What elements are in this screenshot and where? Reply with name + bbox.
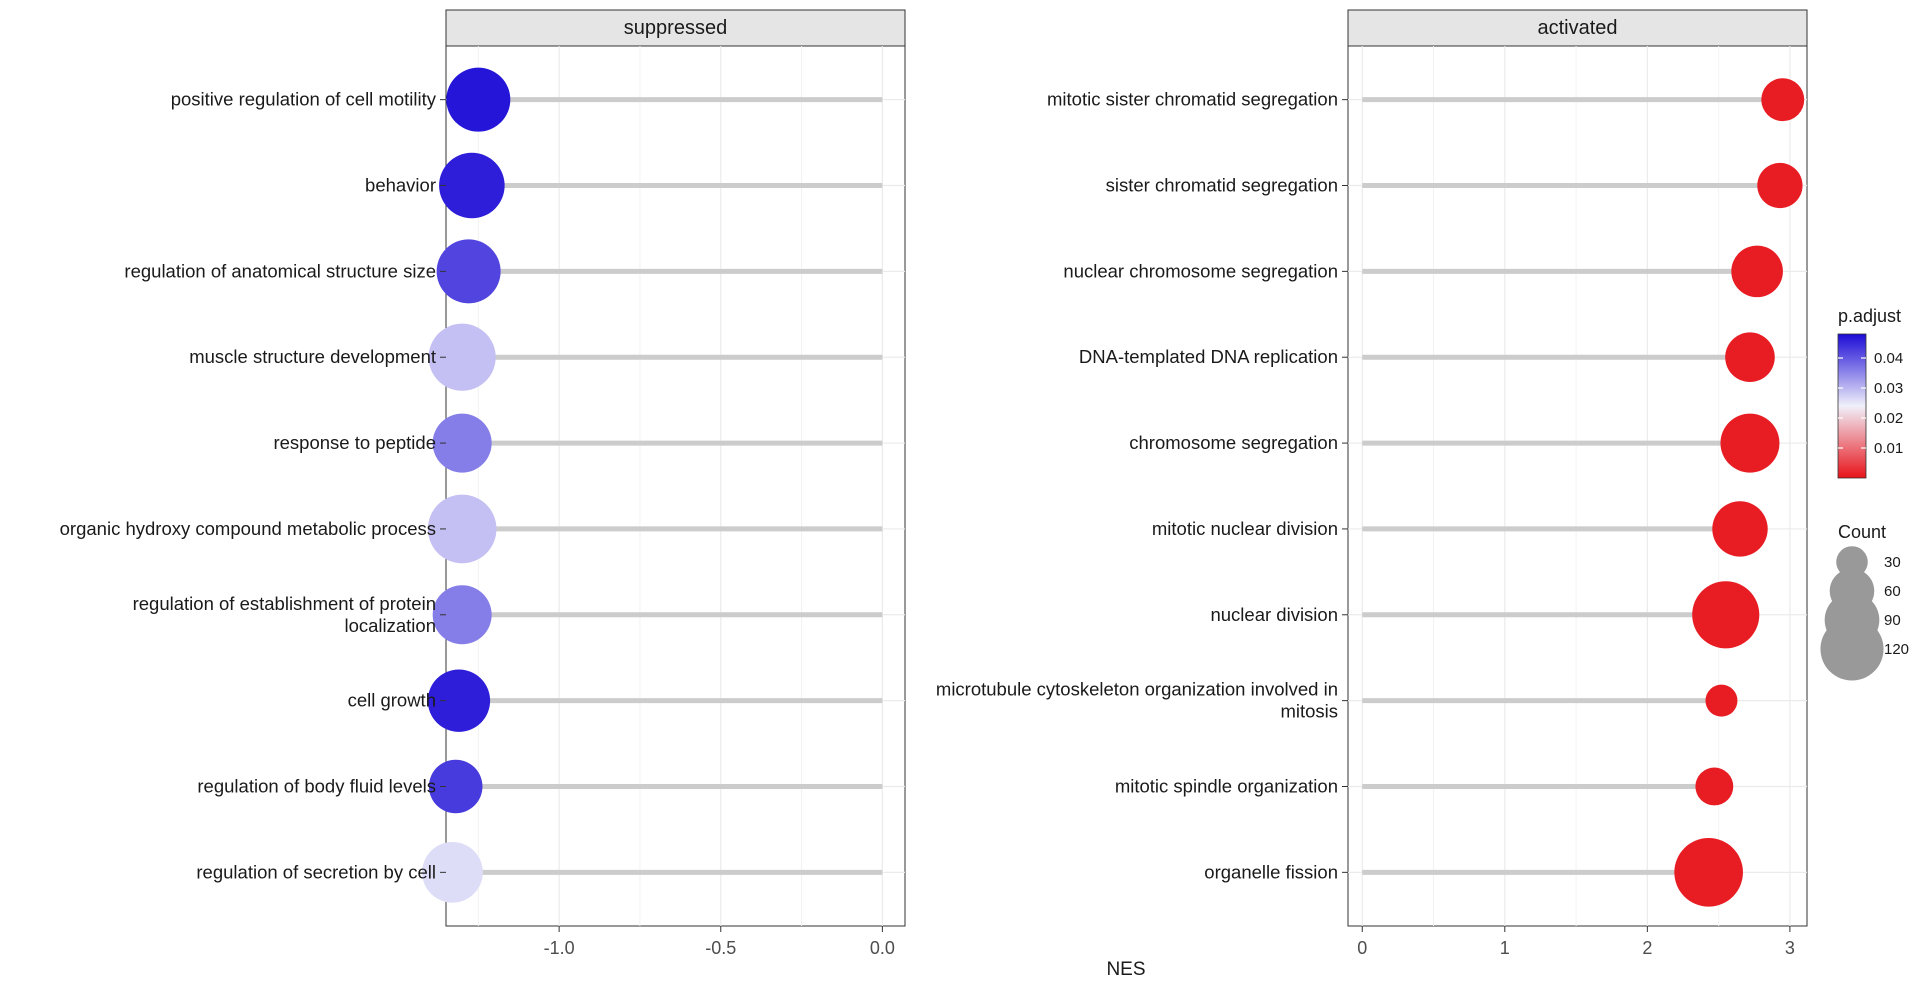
count-legend: Count 30 60 90 120 — [1820, 522, 1909, 681]
lollipop-dot — [427, 494, 497, 564]
term-label: response to peptide — [273, 432, 436, 453]
lollipop-dot — [428, 323, 496, 391]
term-label: cell growth — [348, 690, 436, 711]
term-label: regulation of body fluid levels — [197, 775, 436, 796]
p-adjust-legend: p.adjust 0.04 0.03 0.02 0.01 — [1837, 306, 1903, 479]
x-tick-label: 0 — [1357, 938, 1367, 958]
term-label: mitotic sister chromatid segregation — [1047, 89, 1338, 110]
term-label: chromosome segregation — [1129, 432, 1338, 453]
lollipop-dot — [1757, 162, 1803, 209]
colorbar-tick-label: 0.01 — [1874, 440, 1903, 457]
lollipop-dot — [1761, 78, 1805, 122]
term-label: organic hydroxy compound metabolic proce… — [60, 518, 436, 539]
count-legend-label: 120 — [1884, 641, 1909, 658]
term-label: positive regulation of cell motility — [171, 89, 437, 110]
lollipop-stems — [452, 97, 883, 875]
count-legend-title: Count — [1838, 522, 1886, 542]
term-label: regulation of anatomical structure size — [124, 260, 436, 281]
x-axis: 0 1 2 3 — [1357, 926, 1795, 958]
p-adjust-colorbar — [1837, 333, 1867, 479]
term-label: sister chromatid segregation — [1106, 175, 1338, 196]
term-label: regulation of secretion by cell — [196, 861, 436, 882]
lollipop-dot — [436, 239, 501, 304]
panel-activated: activated mitotic sister chromatid segre… — [936, 9, 1808, 958]
term-label: mitotic nuclear division — [1152, 518, 1338, 539]
count-legend-label: 90 — [1884, 612, 1901, 629]
x-axis: -1.0 -0.5 0.0 — [544, 926, 895, 958]
lollipop-dot — [432, 585, 492, 645]
count-legend-dot — [1820, 617, 1884, 681]
lollipop-dot — [428, 759, 483, 814]
panel-strip-label: suppressed — [624, 17, 727, 39]
lollipop-dot — [439, 152, 505, 219]
colorbar-tick-label: 0.04 — [1874, 350, 1903, 367]
lollipop-dots — [1674, 78, 1805, 907]
term-labels: positive regulation of cell motility beha… — [60, 89, 446, 882]
lollipop-dot — [1712, 501, 1768, 557]
panel-plot-area — [1347, 45, 1808, 927]
lollipop-dot — [1705, 684, 1738, 717]
x-tick-label: 3 — [1785, 938, 1795, 958]
term-label: nuclear division — [1210, 604, 1338, 625]
panel-strip — [445, 9, 906, 47]
count-legend-label: 30 — [1884, 554, 1901, 571]
term-label: nuclear chromosome segregation — [1063, 260, 1338, 281]
x-tick-label: -1.0 — [544, 938, 575, 958]
term-label: organelle fission — [1204, 861, 1338, 882]
x-tick-label: 2 — [1642, 938, 1652, 958]
term-label: regulation of establishment of protein lo… — [133, 593, 436, 636]
term-label: behavior — [365, 175, 436, 196]
p-adjust-legend-title: p.adjust — [1838, 306, 1901, 326]
lollipop-stems — [1362, 97, 1783, 875]
panel-plot-area — [445, 45, 906, 927]
lollipop-dots — [422, 67, 511, 903]
term-label: microtubule cytoskeleton organization in… — [936, 679, 1338, 722]
term-label: muscle structure development — [189, 346, 436, 367]
lollipop-dot — [1731, 245, 1783, 298]
lollipop-dot — [432, 413, 492, 473]
lollipop-dot — [1725, 332, 1775, 383]
lollipop-dot — [446, 67, 511, 132]
term-label: mitotic spindle organization — [1115, 775, 1338, 796]
lollipop-dot — [422, 841, 483, 903]
lollipop-dot — [427, 669, 491, 732]
panel-suppressed: suppressed positive regulation of cell m… — [60, 9, 906, 958]
count-legend-label: 60 — [1884, 583, 1901, 600]
lollipop-dot — [1695, 767, 1734, 806]
term-label: DNA-templated DNA replication — [1079, 346, 1338, 367]
x-tick-label: 1 — [1500, 938, 1510, 958]
lollipop-dot — [1720, 413, 1780, 473]
colorbar-tick-label: 0.02 — [1874, 410, 1903, 427]
colorbar-tick-label: 0.03 — [1874, 380, 1903, 397]
x-tick-label: -0.5 — [705, 938, 736, 958]
panel-strip-label: activated — [1537, 17, 1617, 39]
p-adjust-ticks: 0.04 0.03 0.02 0.01 — [1838, 350, 1903, 457]
x-tick-label: 0.0 — [870, 938, 895, 958]
term-labels: mitotic sister chromatid segregation sist… — [936, 89, 1348, 882]
x-axis-title: NES — [1106, 959, 1145, 980]
count-legend-dot — [1836, 546, 1868, 578]
count-legend-items: 30 60 90 120 — [1820, 546, 1909, 681]
lollipop-dot — [1674, 838, 1743, 907]
lollipop-dot — [1692, 581, 1760, 649]
